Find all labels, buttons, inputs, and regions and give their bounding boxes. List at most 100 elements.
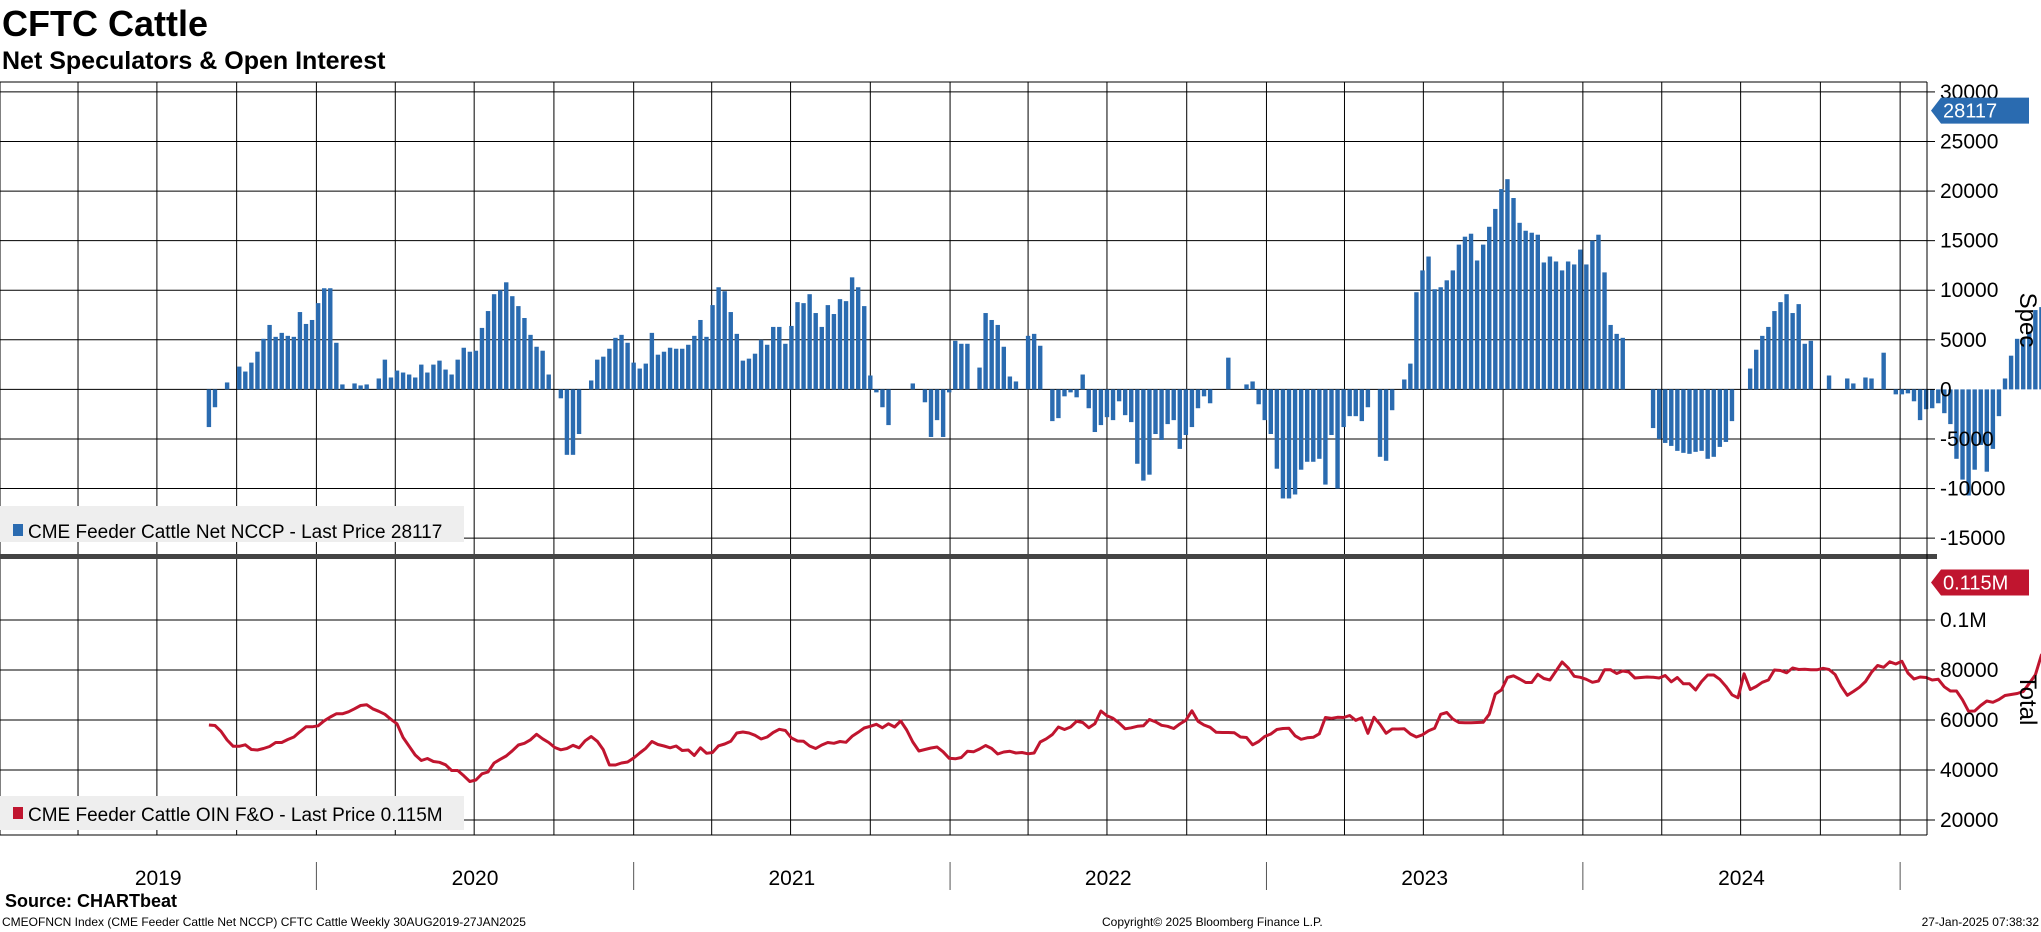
spec-bar (1571, 264, 1577, 390)
spec-bar (673, 348, 679, 390)
spec-bar (1341, 389, 1346, 428)
spec-bar (564, 389, 570, 455)
spec-bar (2008, 355, 2014, 390)
spec-bar (1681, 389, 1686, 453)
spec-bar (461, 347, 466, 390)
spec-bar (491, 294, 497, 390)
grid (0, 82, 1927, 835)
spec-bar (1244, 384, 1249, 390)
spec-bar (1972, 389, 1977, 470)
spec-bar (922, 389, 928, 403)
spec-bar (1499, 189, 1504, 390)
spec-tick-label: 15000 (1940, 230, 1998, 253)
spec-bar (400, 372, 406, 390)
spec-bar (1256, 389, 1261, 405)
spec-bar (777, 326, 782, 390)
spec-bar (868, 375, 873, 390)
spec-bar (837, 299, 843, 390)
spec-bar (1207, 389, 1213, 404)
spec-bar (1195, 389, 1201, 409)
spec-bar (1978, 389, 1983, 445)
year-label: 2022 (1085, 867, 1132, 890)
spec-bar (1177, 389, 1182, 449)
spec-bar (771, 326, 776, 390)
spec-bar (1062, 389, 1067, 397)
spec-bar (1553, 261, 1559, 390)
spec-bar (601, 356, 606, 390)
spec-bar (637, 368, 642, 390)
spec-bar (1129, 389, 1134, 423)
spec-bar (1068, 389, 1073, 393)
spec-bar (1389, 389, 1395, 411)
spec-bar (588, 380, 594, 390)
spec-bar (1092, 389, 1098, 433)
spec-bar (1911, 389, 1917, 402)
spec-bar (728, 312, 733, 390)
spec-bar (1153, 389, 1158, 435)
oi-line (208, 653, 2041, 783)
spec-bar (1474, 260, 1480, 390)
spec-bar (224, 382, 230, 390)
spec-bar (528, 334, 533, 390)
spec-bar (1559, 270, 1565, 390)
spec-bar (1480, 244, 1486, 390)
spec-bar (1529, 232, 1534, 390)
spec-bar (1760, 335, 1765, 390)
spec-bar (1790, 313, 1795, 390)
spec-bar (977, 367, 982, 390)
spec-bar (1298, 389, 1304, 470)
spec-bar (394, 370, 400, 390)
spec-bar (1468, 233, 1474, 390)
spec-axis-label: Spec (2014, 293, 2041, 348)
spec-bar (631, 362, 636, 390)
oi-last-value-tag: 0.115M (1931, 569, 2029, 596)
spec-bar (1523, 230, 1528, 390)
spec-bar (1086, 389, 1091, 409)
spec-bar (2002, 378, 2008, 390)
spec-bar (1007, 376, 1013, 390)
spec-bar (595, 359, 600, 390)
spec-bar (1699, 389, 1704, 451)
spec-bar (1948, 389, 1953, 425)
spec-bar (1189, 389, 1195, 428)
spec-bar (1893, 389, 1898, 395)
oi-legend-swatch (13, 807, 23, 819)
spec-bar (1165, 389, 1170, 425)
spec-bar (485, 311, 491, 390)
year-label: 2020 (452, 867, 499, 890)
spec-bar (315, 303, 321, 390)
spec-bar (1960, 389, 1965, 480)
spec-bar (249, 362, 254, 390)
spec-bar (1802, 343, 1807, 390)
oi-tick-label: 0.1M (1940, 609, 1987, 632)
spec-bar (1675, 389, 1680, 451)
spec-bar (419, 364, 424, 390)
spec-bar (1505, 179, 1510, 390)
spec-bar (661, 351, 667, 390)
spec-bar (692, 335, 697, 390)
footer-timestamp: 27-Jan-2025 07:38:32 (1921, 915, 2039, 929)
spec-bar (1122, 389, 1128, 416)
spec-bar (1444, 280, 1449, 390)
spec-bar (734, 333, 740, 390)
spec-bar (1262, 389, 1267, 421)
spec-bar (467, 351, 473, 390)
spec-bar (619, 334, 624, 390)
oi-tick-label: 40000 (1940, 759, 1998, 782)
spec-bar (279, 332, 284, 390)
spec-bar (783, 343, 788, 390)
spec-bar (959, 343, 964, 390)
open-interest-series (208, 653, 2041, 783)
spec-bar (1402, 379, 1407, 390)
spec-bar (1881, 352, 1886, 390)
spec-bar (1984, 389, 1990, 472)
oi-last-value: 0.115M (1943, 573, 2008, 595)
spec-bar (1808, 340, 1814, 390)
spec-bar (855, 287, 861, 390)
spec-last-value: 28117 (1943, 101, 1997, 123)
spec-bar (1329, 389, 1334, 436)
spec-bar (352, 383, 357, 390)
spec-bar (425, 372, 430, 390)
spec-bar (1602, 272, 1607, 390)
spec-bar (819, 326, 824, 390)
